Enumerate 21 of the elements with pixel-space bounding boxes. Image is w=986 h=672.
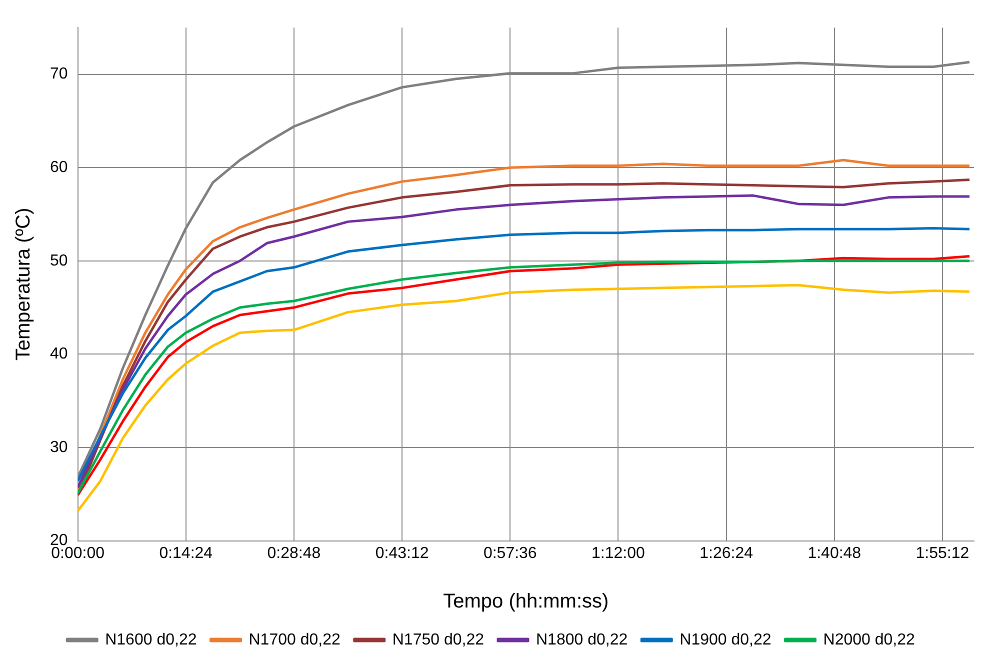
x-tick-label: 0:57:36 [483,544,537,562]
x-tick-label: 0:14:24 [159,544,213,562]
y-tick-label: 30 [50,438,68,456]
legend-label: N1800 d0,22 [536,631,628,648]
x-tick-label: 1:55:12 [916,544,970,562]
x-tick-label: 0:28:48 [267,544,321,562]
x-tick-label: 1:40:48 [808,544,862,562]
legend-label: N1600 d0,22 [105,631,197,648]
legend-label: N1900 d0,22 [680,631,772,648]
x-tick-label: 1:12:00 [592,544,646,562]
legend-label: N1700 d0,22 [248,631,340,648]
legend-label: N2000 d0,22 [823,631,915,648]
y-tick-label: 60 [50,158,68,176]
y-tick-label: 50 [50,252,68,270]
y-tick-label: 70 [50,66,68,83]
y-tick-label: 40 [50,346,68,363]
legend-label: N1750 d0,22 [392,631,484,648]
y-axis-title: Temperatura (ºC) [12,208,35,361]
x-tick-label: 1:26:24 [700,544,754,562]
x-axis-title: Tempo (hh:mm:ss) [443,590,609,613]
x-tick-label: 0:43:12 [375,544,429,562]
